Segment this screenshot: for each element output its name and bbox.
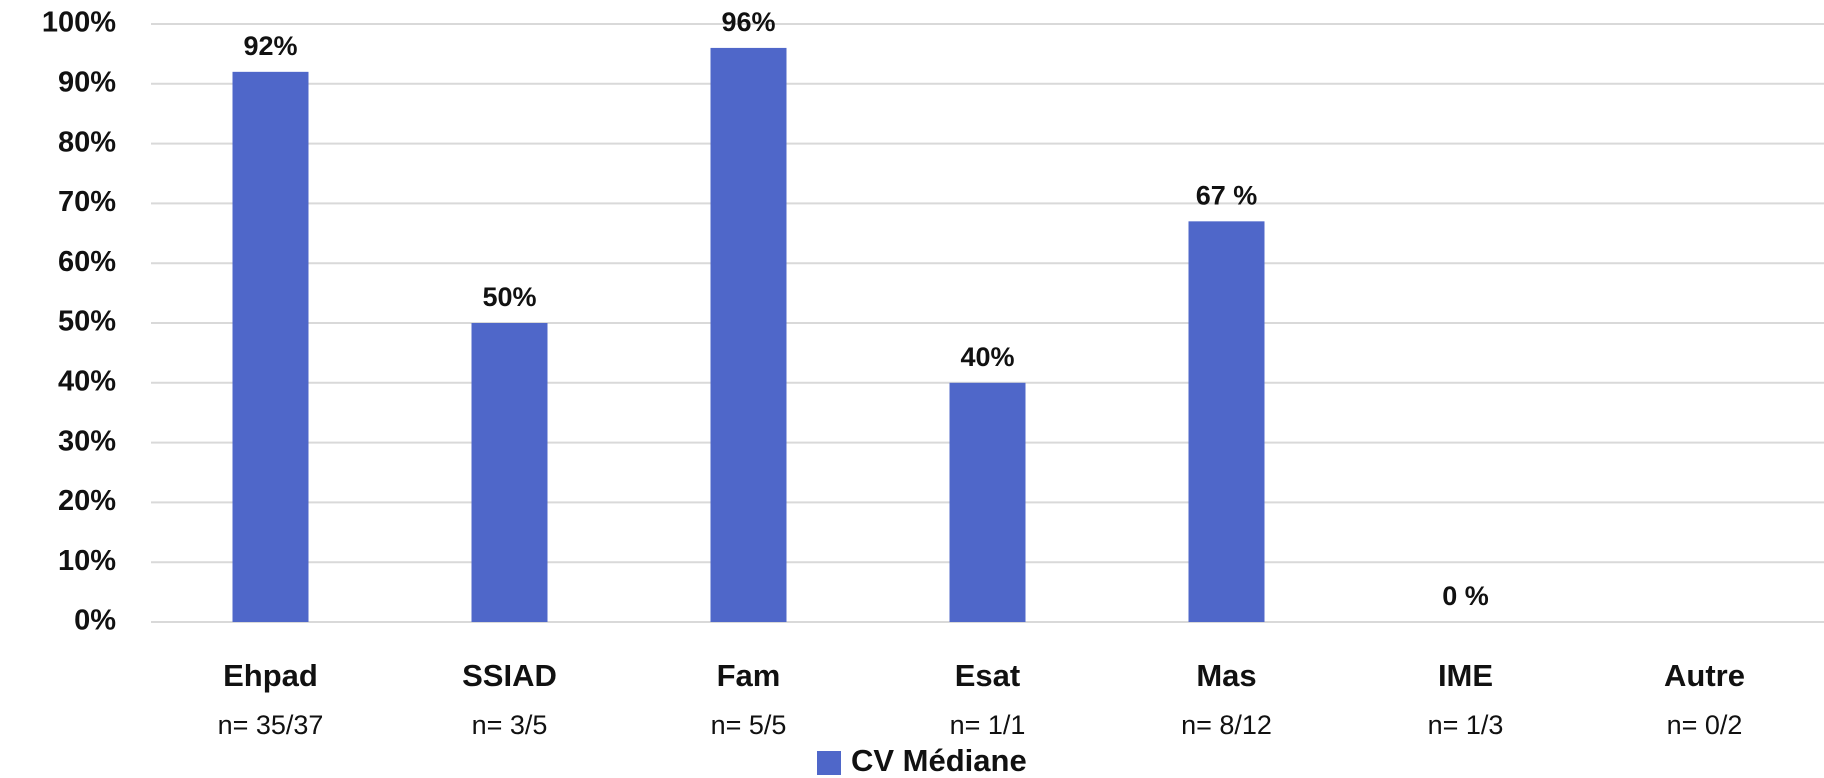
- x-tick-label: Ehpad: [223, 658, 318, 693]
- y-tick-label: 80%: [58, 126, 116, 158]
- y-tick-label: 60%: [58, 246, 116, 278]
- y-tick-label: 20%: [58, 485, 116, 517]
- y-tick-label: 30%: [58, 425, 116, 457]
- x-sublabel: n= 1/3: [1428, 710, 1504, 740]
- x-tick-label: Fam: [717, 658, 781, 693]
- data-label: 96%: [721, 7, 775, 37]
- legend-label: CV Médiane: [851, 743, 1027, 778]
- data-label: 92%: [243, 31, 297, 61]
- x-sublabel: n= 3/5: [472, 710, 548, 740]
- y-tick-label: 70%: [58, 186, 116, 218]
- x-tick-label: Autre: [1664, 658, 1745, 693]
- bar: [1188, 221, 1265, 622]
- x-sublabel: n= 1/1: [950, 710, 1026, 740]
- bar: [232, 71, 309, 623]
- y-tick-label: 50%: [58, 306, 116, 338]
- y-tick-label: 10%: [58, 545, 116, 577]
- data-label: 50%: [482, 282, 536, 312]
- x-sublabel: n= 0/2: [1667, 710, 1743, 740]
- x-tick-label: Esat: [955, 658, 1020, 693]
- y-tick-label: 40%: [58, 365, 116, 397]
- y-tick-label: 0%: [74, 605, 116, 637]
- bar: [710, 47, 787, 623]
- data-label: 40%: [960, 342, 1014, 372]
- bar: [949, 382, 1026, 622]
- x-tick-label: IME: [1438, 658, 1493, 693]
- y-tick-label: 100%: [42, 7, 116, 39]
- legend-swatch: [817, 751, 841, 775]
- data-label: 0 %: [1442, 581, 1489, 611]
- x-tick-label: Mas: [1196, 658, 1256, 693]
- x-tick-label: SSIAD: [462, 658, 557, 693]
- bar: [471, 323, 548, 622]
- data-label: 67 %: [1196, 180, 1258, 210]
- x-sublabel: n= 35/37: [218, 710, 324, 740]
- y-tick-label: 90%: [58, 66, 116, 98]
- x-sublabel: n= 8/12: [1181, 710, 1272, 740]
- x-sublabel: n= 5/5: [711, 710, 787, 740]
